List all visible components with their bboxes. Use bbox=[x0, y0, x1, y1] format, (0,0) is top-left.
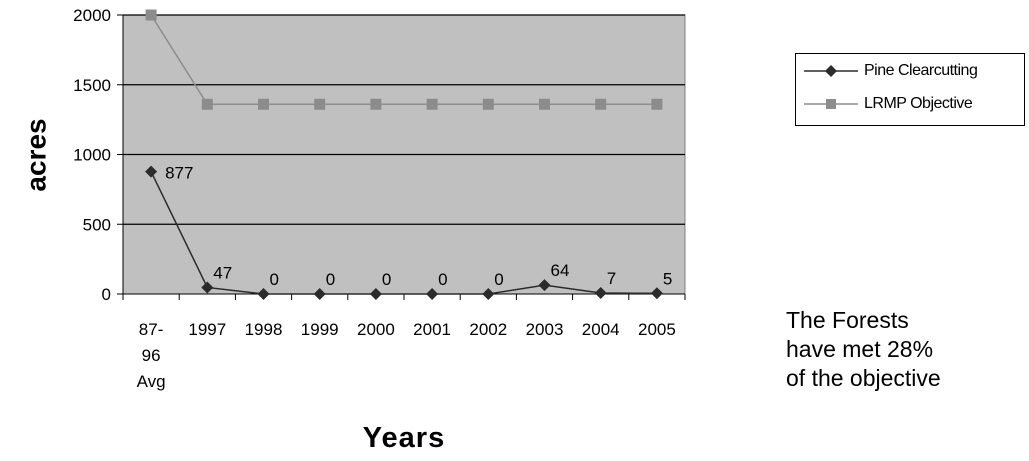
data-point-square bbox=[145, 9, 157, 21]
annotation-line-2: have met 28% bbox=[786, 336, 934, 362]
x-axis-ticks: 87- 96 Avg 1997 1998 1999 2000 2001 2002 2003 2004… bbox=[137, 320, 676, 391]
data-label: 0 bbox=[382, 270, 391, 289]
data-point-diamond bbox=[201, 281, 214, 294]
x-tick-label: 2005 bbox=[638, 320, 676, 339]
x-tick-label-line: 1998 bbox=[245, 320, 283, 339]
data-point-diamond bbox=[538, 279, 551, 292]
data-point-square bbox=[258, 98, 269, 110]
data-label: 7 bbox=[607, 269, 616, 288]
x-tick-label-line: 2003 bbox=[526, 320, 564, 339]
data-point-square bbox=[595, 98, 607, 110]
x-tick-label: 2001 bbox=[413, 320, 451, 339]
y-tick-label: 1000 bbox=[73, 146, 111, 165]
x-tick-label-line: 2001 bbox=[413, 320, 451, 339]
legend-label: Pine Clearcutting bbox=[864, 62, 978, 79]
data-label: 64 bbox=[551, 261, 570, 280]
legend-swatch-diamond-icon bbox=[804, 65, 858, 77]
y-axis-title: acres bbox=[20, 118, 51, 191]
x-tick-label-line: 2000 bbox=[357, 320, 395, 339]
x-tick-label-line: 87- bbox=[139, 320, 164, 339]
x-tick-label-line: 2002 bbox=[469, 320, 507, 339]
x-tick-label: 2003 bbox=[526, 320, 564, 339]
x-tick-label: 1999 bbox=[301, 320, 339, 339]
x-tick-label-line: 96 bbox=[142, 346, 161, 365]
y-tick-label: 1500 bbox=[73, 76, 111, 95]
y-tick-label: 2000 bbox=[73, 6, 111, 25]
x-tick-label-line: 1999 bbox=[301, 320, 339, 339]
data-label: 0 bbox=[326, 270, 335, 289]
data-point-diamond bbox=[257, 288, 270, 300]
data-label: 5 bbox=[663, 269, 672, 288]
x-tick-label: 2000 bbox=[357, 320, 395, 339]
data-point-diamond bbox=[650, 287, 663, 300]
y-axis-ticks: 0 500 1000 1500 2000 bbox=[73, 6, 111, 304]
x-tick-label-line: 1997 bbox=[188, 320, 226, 339]
x-tick-label-line: 2004 bbox=[582, 320, 620, 339]
annotation-line-3: of the objective bbox=[786, 365, 941, 391]
data-label: 0 bbox=[270, 270, 279, 289]
data-point-square bbox=[201, 98, 213, 110]
legend-item-lrmp-objective: LRMP Objective bbox=[802, 94, 973, 114]
data-point-square bbox=[539, 98, 550, 110]
x-tick-label: 2004 bbox=[582, 320, 620, 339]
x-tick-label: 1998 bbox=[245, 320, 283, 339]
data-labels: 877 47 0 0 0 0 0 64 7 5 bbox=[165, 164, 672, 289]
legend-item-pine-clearcutting: Pine Clearcutting bbox=[802, 61, 978, 81]
data-label: 877 bbox=[165, 164, 193, 183]
data-point-square bbox=[651, 98, 663, 110]
annotation-line-1: The Forests bbox=[786, 307, 909, 333]
data-label: 0 bbox=[494, 270, 503, 289]
data-point-diamond bbox=[482, 288, 495, 300]
data-label: 0 bbox=[438, 270, 447, 289]
y-tick-label: 500 bbox=[83, 215, 111, 234]
x-tick-label-line: 2005 bbox=[638, 320, 676, 339]
series-layer bbox=[145, 9, 663, 300]
series-line-pine-clearcutting bbox=[150, 171, 657, 295]
data-point-square bbox=[426, 98, 438, 110]
data-point-square bbox=[482, 98, 494, 110]
x-tick-label: 87- 96 Avg bbox=[137, 320, 166, 391]
data-point-square bbox=[314, 98, 326, 110]
x-axis-title: Years bbox=[363, 422, 445, 454]
x-tick-label: 2002 bbox=[469, 320, 507, 339]
annotation-text: The Forests have met 28% of the objectiv… bbox=[786, 306, 941, 393]
data-point-diamond bbox=[426, 288, 439, 300]
legend: Pine Clearcutting LRMP Objective bbox=[795, 53, 1025, 126]
legend-label: LRMP Objective bbox=[864, 95, 973, 112]
data-point-diamond bbox=[145, 165, 158, 178]
legend-swatch-square-icon bbox=[804, 99, 858, 109]
data-point-square bbox=[370, 98, 382, 110]
data-point-diamond bbox=[313, 288, 326, 300]
x-tick-label: 1997 bbox=[188, 320, 226, 339]
data-point-diamond bbox=[594, 287, 607, 300]
data-label: 47 bbox=[213, 263, 232, 282]
y-tick-label: 0 bbox=[102, 285, 111, 304]
series-line-lrmp-objective bbox=[150, 14, 657, 106]
data-point-diamond bbox=[369, 288, 382, 300]
gridlines bbox=[123, 14, 685, 225]
x-tick-label-line: Avg bbox=[137, 372, 166, 391]
